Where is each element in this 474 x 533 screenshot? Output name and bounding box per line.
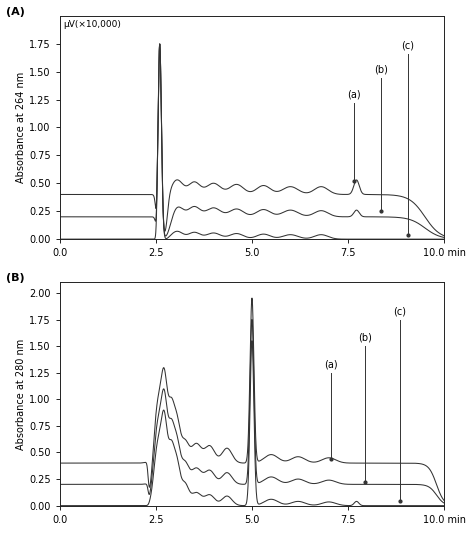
Y-axis label: Absorbance at 264 nm: Absorbance at 264 nm xyxy=(16,72,27,183)
Text: (c): (c) xyxy=(401,41,414,51)
Text: (a): (a) xyxy=(347,90,361,100)
Text: (a): (a) xyxy=(324,359,337,369)
Y-axis label: Absorbance at 280 nm: Absorbance at 280 nm xyxy=(16,338,27,450)
Text: (c): (c) xyxy=(393,306,407,316)
Text: (A): (A) xyxy=(6,7,25,17)
Text: (b): (b) xyxy=(374,65,388,75)
Text: μV(×10,000): μV(×10,000) xyxy=(64,20,121,29)
Text: (B): (B) xyxy=(6,273,25,284)
Text: (b): (b) xyxy=(358,333,372,343)
